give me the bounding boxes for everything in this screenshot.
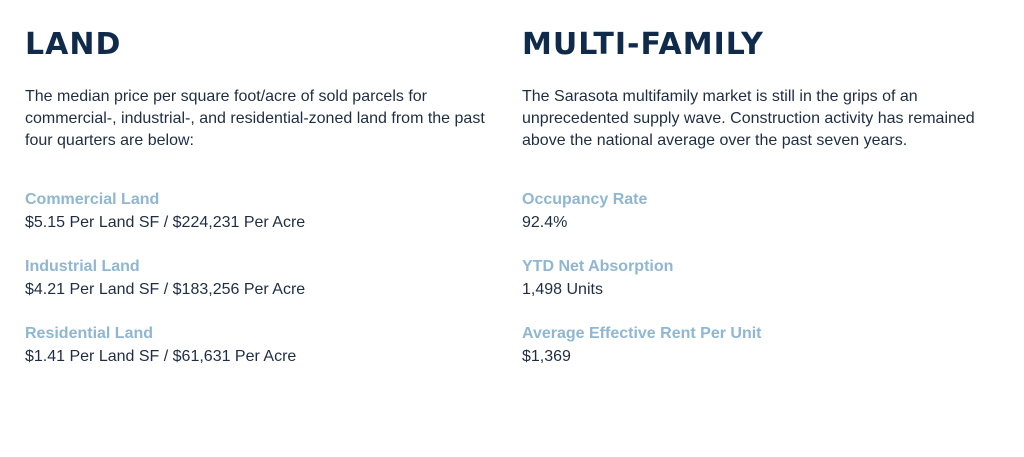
multifamily-section: MULTI-FAMILY The Sarasota multifamily ma… <box>522 26 992 390</box>
stat-residential-land: Residential Land $1.41 Per Land SF / $61… <box>25 323 495 390</box>
multifamily-heading: MULTI-FAMILY <box>522 27 764 62</box>
stat-occupancy-rate: Occupancy Rate 92.4% <box>522 189 992 256</box>
stat-label: YTD Net Absorption <box>522 258 674 275</box>
stat-label: Average Effective Rent Per Unit <box>522 325 762 342</box>
stat-value: $5.15 Per Land SF / $224,231 Per Acre <box>25 214 306 231</box>
land-stats: Commercial Land $5.15 Per Land SF / $224… <box>25 189 495 390</box>
stat-label: Industrial Land <box>25 258 140 275</box>
stat-value: $1,369 <box>522 348 571 365</box>
multifamily-intro: The Sarasota multifamily market is still… <box>522 88 975 149</box>
stat-industrial-land: Industrial Land $4.21 Per Land SF / $183… <box>25 256 495 323</box>
stat-label: Commercial Land <box>25 191 160 208</box>
land-intro: The median price per square foot/acre of… <box>25 88 485 149</box>
stat-label: Occupancy Rate <box>522 191 648 208</box>
multifamily-stats: Occupancy Rate 92.4% YTD Net Absorption … <box>522 189 992 390</box>
stat-commercial-land: Commercial Land $5.15 Per Land SF / $224… <box>25 189 495 256</box>
stat-value: $1.41 Per Land SF / $61,631 Per Acre <box>25 348 297 365</box>
stat-value: 92.4% <box>522 214 568 231</box>
stat-value: $4.21 Per Land SF / $183,256 Per Acre <box>25 281 306 298</box>
land-heading: LAND <box>25 27 122 62</box>
stat-label: Residential Land <box>25 325 154 342</box>
land-section: LAND The median price per square foot/ac… <box>25 26 495 390</box>
stat-average-effective-rent: Average Effective Rent Per Unit $1,369 <box>522 323 992 390</box>
stat-ytd-net-absorption: YTD Net Absorption 1,498 Units <box>522 256 992 323</box>
stat-value: 1,498 Units <box>522 281 603 298</box>
